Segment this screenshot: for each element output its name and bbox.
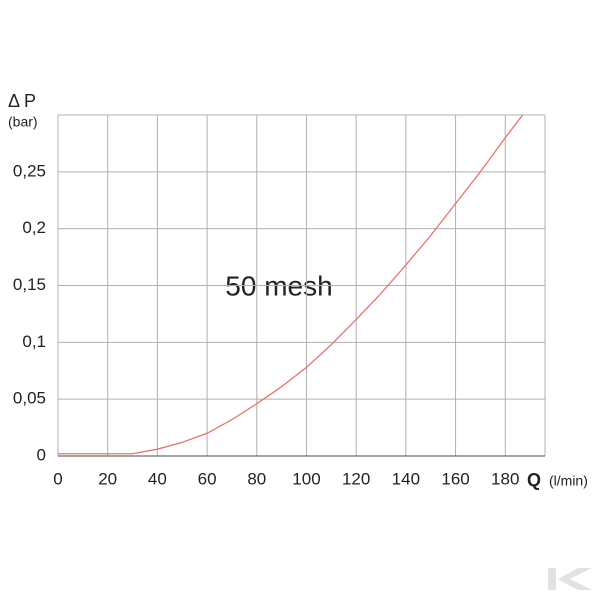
- data-line: [58, 114, 524, 455]
- x-tick-label: 140: [392, 469, 420, 488]
- x-tick-label: 60: [198, 469, 217, 488]
- x-tick-label: 180: [491, 469, 519, 488]
- x-tick-label: 160: [441, 469, 469, 488]
- y-tick-label: 0,25: [13, 161, 46, 180]
- y-axis-label: Δ P: [8, 91, 36, 111]
- x-tick-label: 120: [342, 469, 370, 488]
- x-axis-label: Q: [527, 470, 541, 490]
- x-axis-unit: (l/min): [549, 473, 588, 489]
- logo: [548, 568, 592, 590]
- y-tick-label: 0,05: [13, 389, 46, 408]
- y-tick-label: 0: [37, 445, 46, 464]
- x-tick-label: 100: [292, 469, 320, 488]
- x-tick-label: 20: [98, 469, 117, 488]
- x-tick-label: 0: [53, 469, 62, 488]
- y-axis-unit: (bar): [8, 114, 38, 130]
- y-tick-label: 0,15: [13, 275, 46, 294]
- y-tick-label: 0,2: [22, 218, 46, 237]
- x-tick-label: 40: [148, 469, 167, 488]
- x-tick-label: 80: [247, 469, 266, 488]
- y-tick-label: 0,1: [22, 332, 46, 351]
